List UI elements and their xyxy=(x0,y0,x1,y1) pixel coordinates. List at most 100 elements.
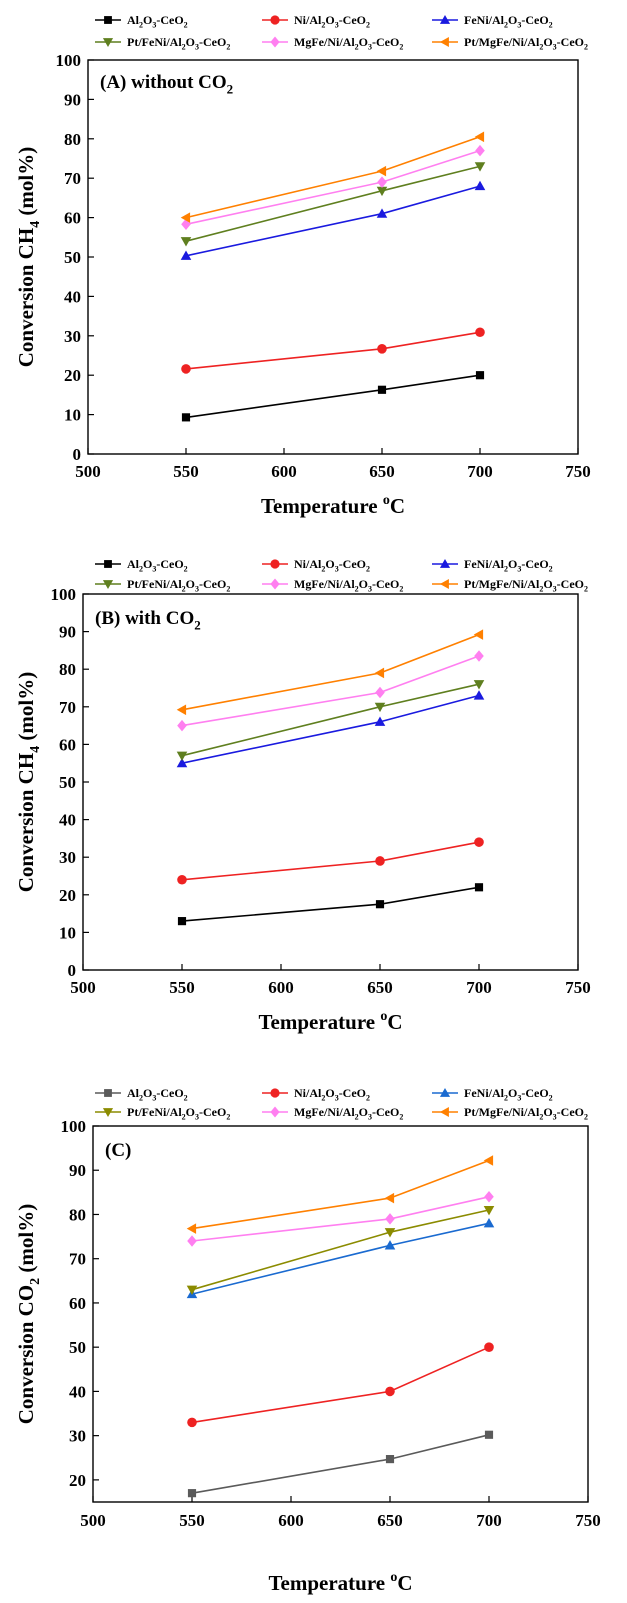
legend-item-a-2: FeNi/Al2O3-CeO2 xyxy=(432,13,553,29)
y-tick-label: 20 xyxy=(69,1471,86,1490)
legend-marker-diamond xyxy=(270,1106,280,1118)
x-tick-label: 550 xyxy=(173,462,199,481)
series-c-5 xyxy=(186,1155,494,1234)
data-point-triangle-down xyxy=(384,1228,396,1238)
legend-label: Pt/FeNi/Al2O3-CeO2 xyxy=(127,1105,230,1121)
legend-label: FeNi/Al2O3-CeO2 xyxy=(464,13,553,29)
series-line xyxy=(191,1346,490,1424)
legend-item-a-1: Ni/Al2O3-CeO2 xyxy=(262,13,370,29)
y-tick-label: 40 xyxy=(59,811,76,830)
data-point-circle xyxy=(375,856,385,866)
data-point-diamond xyxy=(187,1235,197,1247)
data-point-triangle-left xyxy=(474,131,485,143)
data-point-triangle-up xyxy=(374,716,386,726)
y-tick-label: 30 xyxy=(64,327,81,346)
series-line xyxy=(191,1196,490,1242)
x-tick-label: 750 xyxy=(575,1511,601,1530)
y-tick-label: 60 xyxy=(64,209,81,228)
x-axis-label-a: Temperature oC xyxy=(261,493,405,518)
y-axis-label-a: Conversion CH4 (mol%) xyxy=(14,147,43,368)
legend-label: MgFe/Ni/Al2O3-CeO2 xyxy=(294,35,403,51)
chart-a-svg: Al2O3-CeO2 Ni/Al2O3-CeO2 FeNi/Al2O3-CeO2 Pt… xyxy=(14,13,591,518)
series-b-2 xyxy=(176,690,485,768)
data-point-square xyxy=(377,385,387,394)
data-point-circle xyxy=(484,1342,494,1352)
x-tick-label: 650 xyxy=(369,462,395,481)
series-line xyxy=(181,886,480,922)
chart-b-svg: Al2O3-CeO2 Ni/Al2O3-CeO2 FeNi/Al2O3-CeO2 Pt… xyxy=(14,557,591,1034)
series-line xyxy=(185,149,481,226)
y-tick-label: 90 xyxy=(64,90,81,109)
legend-marker-triangle-down xyxy=(102,38,114,48)
data-point-triangle-left xyxy=(186,1223,197,1234)
series-line xyxy=(191,1159,490,1230)
data-point-triangle-down xyxy=(474,162,486,172)
legend-label: FeNi/Al2O3-CeO2 xyxy=(464,557,553,573)
y-tick-label: 90 xyxy=(69,1161,86,1180)
data-point-diamond xyxy=(377,176,387,188)
chart-panel-c: Al2O3-CeO2 Ni/Al2O3-CeO2 FeNi/Al2O3-CeO2 Pt… xyxy=(0,1060,627,1603)
y-tick-label: 50 xyxy=(69,1338,86,1357)
series-a-4 xyxy=(181,144,485,231)
chart-panel-b: Al2O3-CeO2 Ni/Al2O3-CeO2 FeNi/Al2O3-CeO2 Pt… xyxy=(0,530,627,1060)
data-point-triangle-left xyxy=(176,704,187,716)
data-point-triangle-left xyxy=(384,1192,395,1204)
legend-marker-triangle-left xyxy=(439,578,449,590)
series-line xyxy=(185,374,481,419)
plot-frame-a xyxy=(87,59,579,455)
legend-marker-square xyxy=(104,1089,112,1097)
y-tick-label: 30 xyxy=(69,1427,86,1446)
data-point-square xyxy=(385,1455,395,1464)
legend-label: Pt/FeNi/Al2O3-CeO2 xyxy=(127,577,230,593)
data-point-diamond xyxy=(375,686,385,699)
legend-label: Ni/Al2O3-CeO2 xyxy=(294,557,370,573)
plot-frame-c xyxy=(92,1125,589,1503)
y-tick-label: 80 xyxy=(69,1205,86,1224)
legend-marker-diamond xyxy=(270,36,280,48)
x-tick-label: 550 xyxy=(179,1511,205,1530)
data-point-triangle-down xyxy=(376,186,388,197)
series-a-1 xyxy=(181,327,485,374)
y-tick-label: 0 xyxy=(73,445,82,464)
series-a-2 xyxy=(180,180,486,260)
data-point-triangle-up xyxy=(384,1240,396,1250)
legend-label: Pt/MgFe/Ni/Al2O3-CeO2 xyxy=(464,35,588,51)
data-point-diamond xyxy=(177,719,187,732)
legend-item-b-0: Al2O3-CeO2 xyxy=(95,557,188,573)
legend-label: Pt/MgFe/Ni/Al2O3-CeO2 xyxy=(464,1105,588,1121)
y-tick-label: 80 xyxy=(64,130,81,149)
y-tick-label: 30 xyxy=(59,848,76,867)
series-line xyxy=(185,165,481,242)
data-point-triangle-up xyxy=(483,1218,495,1228)
series-b-3 xyxy=(176,680,485,761)
x-tick-label: 700 xyxy=(466,978,492,997)
data-point-circle xyxy=(377,344,387,354)
data-point-triangle-down xyxy=(374,702,386,713)
data-point-square xyxy=(475,371,485,380)
legend-item-c-4: MgFe/Ni/Al2O3-CeO2 xyxy=(262,1105,403,1121)
legend-label: Pt/MgFe/Ni/Al2O3-CeO2 xyxy=(464,577,588,593)
legend-label: Al2O3-CeO2 xyxy=(127,1086,188,1102)
data-point-triangle-up xyxy=(176,757,188,768)
series-a-5 xyxy=(180,131,485,223)
series-b-1 xyxy=(177,837,484,885)
y-tick-label: 40 xyxy=(69,1382,86,1401)
data-point-triangle-down xyxy=(473,680,485,690)
legend-label: FeNi/Al2O3-CeO2 xyxy=(464,1086,553,1102)
data-point-square xyxy=(187,1489,197,1498)
legend-item-a-0: Al2O3-CeO2 xyxy=(95,13,188,29)
series-line xyxy=(191,1434,490,1494)
data-point-diamond xyxy=(474,650,484,662)
y-tick-label: 10 xyxy=(59,923,76,942)
data-point-triangle-down xyxy=(186,1285,198,1295)
x-tick-label: 750 xyxy=(565,978,591,997)
data-point-triangle-up xyxy=(474,180,486,191)
series-c-3 xyxy=(186,1205,495,1295)
legend-label: MgFe/Ni/Al2O3-CeO2 xyxy=(294,577,403,593)
legend-label: MgFe/Ni/Al2O3-CeO2 xyxy=(294,1105,403,1121)
series-a-3 xyxy=(180,162,486,247)
x-tick-label: 650 xyxy=(367,978,393,997)
legend-marker-triangle-left xyxy=(439,1106,449,1118)
legend-item-b-4: MgFe/Ni/Al2O3-CeO2 xyxy=(262,577,403,593)
series-c-1 xyxy=(187,1342,494,1428)
